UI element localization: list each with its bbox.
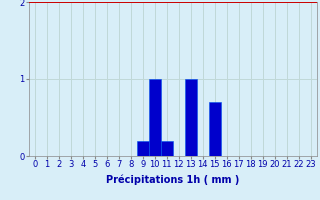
Bar [185,79,197,156]
Bar [137,141,149,156]
Bar [149,79,161,156]
X-axis label: Précipitations 1h ( mm ): Précipitations 1h ( mm ) [106,175,239,185]
Bar [209,102,221,156]
Bar [161,141,173,156]
